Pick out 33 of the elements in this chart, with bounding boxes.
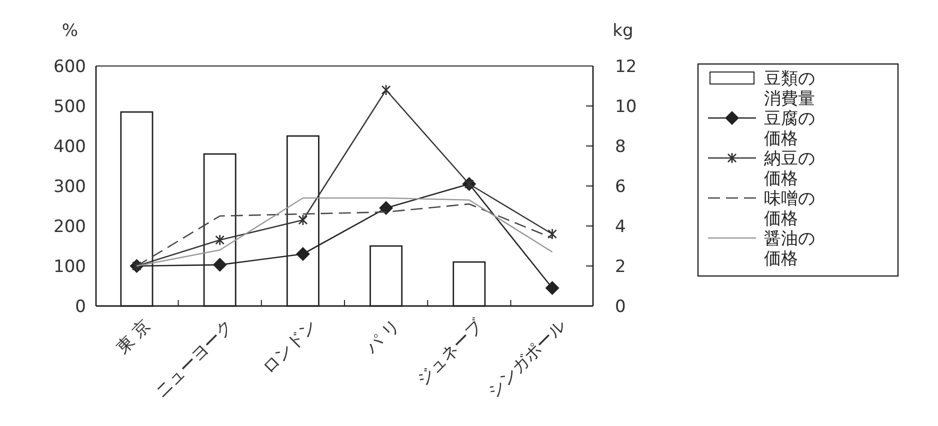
- legend-label: 醤油の価格: [764, 228, 815, 269]
- legend-label: 納豆の価格: [764, 148, 815, 189]
- y2-tick-label: 12: [615, 56, 637, 77]
- y2-axis-title: kg: [612, 21, 634, 41]
- y-tick-label: 400: [54, 136, 86, 157]
- y2-tick-label: 8: [615, 136, 626, 157]
- point: [296, 247, 310, 261]
- legend-label: 豆類の消費量: [764, 68, 815, 109]
- point: [379, 201, 394, 215]
- point: [381, 84, 391, 96]
- point: [548, 228, 557, 240]
- point: [215, 234, 225, 246]
- y2-tick-label: 4: [615, 216, 626, 237]
- y-tick-label: 300: [54, 176, 86, 197]
- legend-label: 味噌の価格: [764, 188, 815, 229]
- point: [545, 281, 560, 295]
- y-tick-label: 600: [54, 56, 86, 77]
- x-tick-label: パ リ: [361, 316, 404, 359]
- y2-tick-label: 2: [615, 256, 626, 277]
- y-tick-label: 100: [54, 256, 86, 277]
- y2-tick-label: 0: [615, 296, 626, 317]
- y-tick-label: 500: [54, 96, 86, 117]
- y2-tick-label: 6: [615, 176, 626, 197]
- x-tick-label: ロンドン: [258, 316, 321, 378]
- point: [132, 260, 142, 272]
- point: [298, 214, 308, 226]
- y2-tick-label: 10: [615, 96, 637, 117]
- y-axis-title: %: [62, 21, 78, 41]
- point: [212, 258, 227, 272]
- legend-label: 豆腐の価格: [764, 108, 815, 149]
- y-tick-label: 0: [75, 296, 86, 317]
- point: [464, 178, 474, 190]
- y-tick-label: 200: [54, 216, 86, 237]
